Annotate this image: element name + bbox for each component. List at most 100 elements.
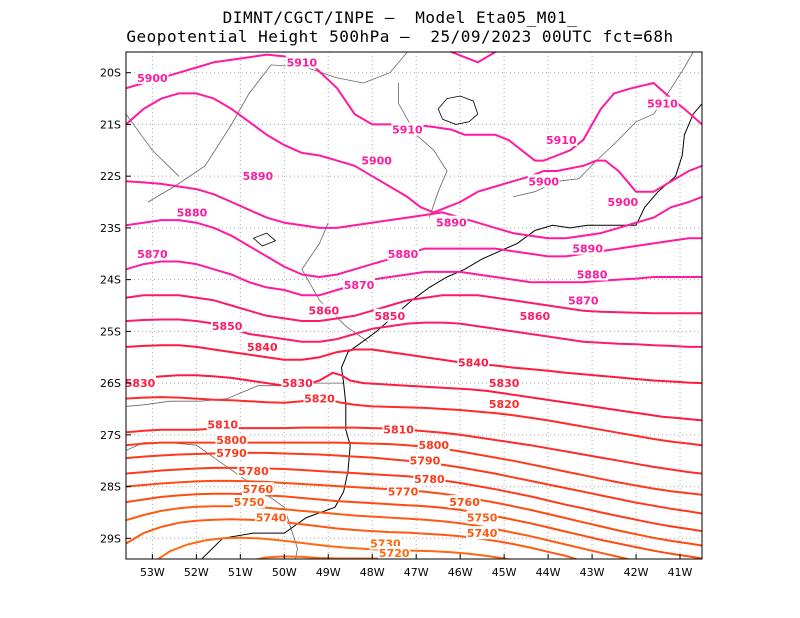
contour-label: 5790 — [410, 455, 441, 468]
y-tick-label: 26S — [100, 377, 121, 390]
contour-label: 5910 — [647, 98, 678, 111]
contour-5760 — [126, 492, 702, 559]
contour-label-bg — [527, 174, 560, 188]
contour-label: 5840 — [247, 341, 278, 354]
contour-label-bg — [382, 422, 415, 436]
contour-label-bg — [281, 376, 314, 390]
x-tick-label: 41W — [668, 566, 693, 579]
contour-label-bg — [246, 339, 279, 353]
y-tick-label: 21S — [100, 118, 121, 131]
contour-5840 — [126, 344, 702, 385]
contour-label: 5860 — [520, 310, 551, 323]
contour-label-bg — [413, 471, 446, 485]
coastline — [201, 103, 702, 559]
contour-label: 5810 — [383, 424, 414, 437]
x-tick-label: 44W — [536, 566, 561, 579]
contour-label: 5760 — [243, 483, 274, 496]
contour-label-bg — [488, 376, 521, 390]
contour-label: 5850 — [375, 310, 406, 323]
contour-label: 5900 — [361, 155, 392, 168]
contour-label-bg — [136, 246, 169, 260]
state-border — [126, 113, 180, 177]
contour-label: 5850 — [212, 320, 243, 333]
contour-label: 5840 — [458, 356, 489, 369]
y-tick-label: 20S — [100, 67, 121, 80]
contour-label: 5800 — [418, 439, 449, 452]
contour-label-bg — [241, 169, 274, 183]
contour-label: 5870 — [137, 248, 168, 261]
contour-label: 5820 — [304, 393, 335, 406]
y-tick-label: 28S — [100, 481, 121, 494]
contour-label-bg — [255, 510, 288, 524]
contour-label-bg — [360, 153, 393, 167]
contour-label-bg — [124, 376, 156, 390]
contour-label-bg — [567, 293, 600, 307]
contour-label: 5870 — [568, 294, 599, 307]
contour-label: 5900 — [528, 175, 559, 188]
contour-label-bg — [303, 391, 336, 405]
contour-label: 5870 — [344, 279, 375, 292]
contour-label: 5890 — [243, 170, 274, 183]
contour-label-bg — [237, 464, 270, 478]
contour-label-bg — [646, 96, 679, 110]
contour-layer — [126, 52, 702, 559]
contour-label-bg — [518, 308, 551, 322]
contour-label: 5750 — [234, 496, 265, 509]
contour-label-bg — [215, 445, 248, 459]
contour-label: 5790 — [216, 447, 247, 460]
contour-label-bg — [408, 453, 441, 467]
contour-label-bg — [211, 319, 244, 333]
contour-label: 5890 — [436, 217, 467, 230]
contour-label: 5830 — [125, 377, 156, 390]
contour-5910 — [582, 82, 702, 141]
x-tick-label: 46W — [448, 566, 473, 579]
contour-5890 — [126, 180, 702, 240]
contour-5910 — [450, 52, 497, 64]
contour-label: 5830 — [282, 377, 313, 390]
state-border — [398, 83, 448, 218]
contour-label: 5800 — [216, 434, 247, 447]
reservoir-outline — [437, 95, 479, 125]
contour-label-bg — [606, 195, 639, 209]
contour-label: 5910 — [287, 56, 318, 69]
graticule — [126, 52, 702, 559]
contour-label-bg — [233, 495, 266, 509]
x-tick-label: 53W — [140, 566, 165, 579]
contour-label: 5780 — [238, 465, 269, 478]
y-tick-label: 29S — [100, 532, 121, 545]
contour-label-bg — [215, 433, 248, 447]
state-border — [301, 222, 369, 343]
contour-label: 5900 — [137, 72, 168, 85]
contour-label: 5740 — [256, 512, 287, 525]
contour-label-bg — [136, 70, 169, 84]
contour-label: 5830 — [489, 377, 520, 390]
contour-label-bg — [175, 205, 208, 219]
chart-title-line1: DIMNT/CGCT/INPE – Model Eta05_M01_ — [222, 8, 578, 27]
contour-label-bg — [466, 526, 499, 540]
contour-label-bg — [571, 241, 604, 255]
contour-label: 5760 — [449, 496, 480, 509]
contour-label: 5740 — [467, 527, 498, 540]
x-tick-label: 51W — [228, 566, 253, 579]
axis-ticks: 53W 52W 51W 50W 49W 48W 47W 46W 45W 44W 43W 42W 41W 2… — [100, 67, 693, 579]
contour-label-bg — [373, 308, 406, 322]
x-tick-label: 42W — [624, 566, 649, 579]
contour-label-bg — [285, 55, 318, 69]
contour-5900 — [126, 92, 702, 214]
contour-label-bg — [488, 396, 521, 410]
contour-label: 5880 — [388, 248, 419, 261]
contour-label: 5750 — [467, 512, 498, 525]
contour-label-bg — [466, 510, 499, 524]
x-tick-label: 50W — [272, 566, 297, 579]
contour-label-bg — [387, 484, 420, 498]
geography-layer — [126, 52, 702, 559]
contour-label-bg — [206, 417, 239, 431]
contour-5740 — [126, 518, 580, 559]
reservoir-outline — [252, 232, 277, 247]
contour-5860 — [126, 294, 702, 322]
x-tick-label: 48W — [360, 566, 385, 579]
chart-title-line2: Geopotential Height 500hPa – 25/09/2023 … — [126, 27, 674, 46]
contour-label: 5890 — [572, 243, 603, 256]
contour-label: 5780 — [414, 473, 445, 486]
